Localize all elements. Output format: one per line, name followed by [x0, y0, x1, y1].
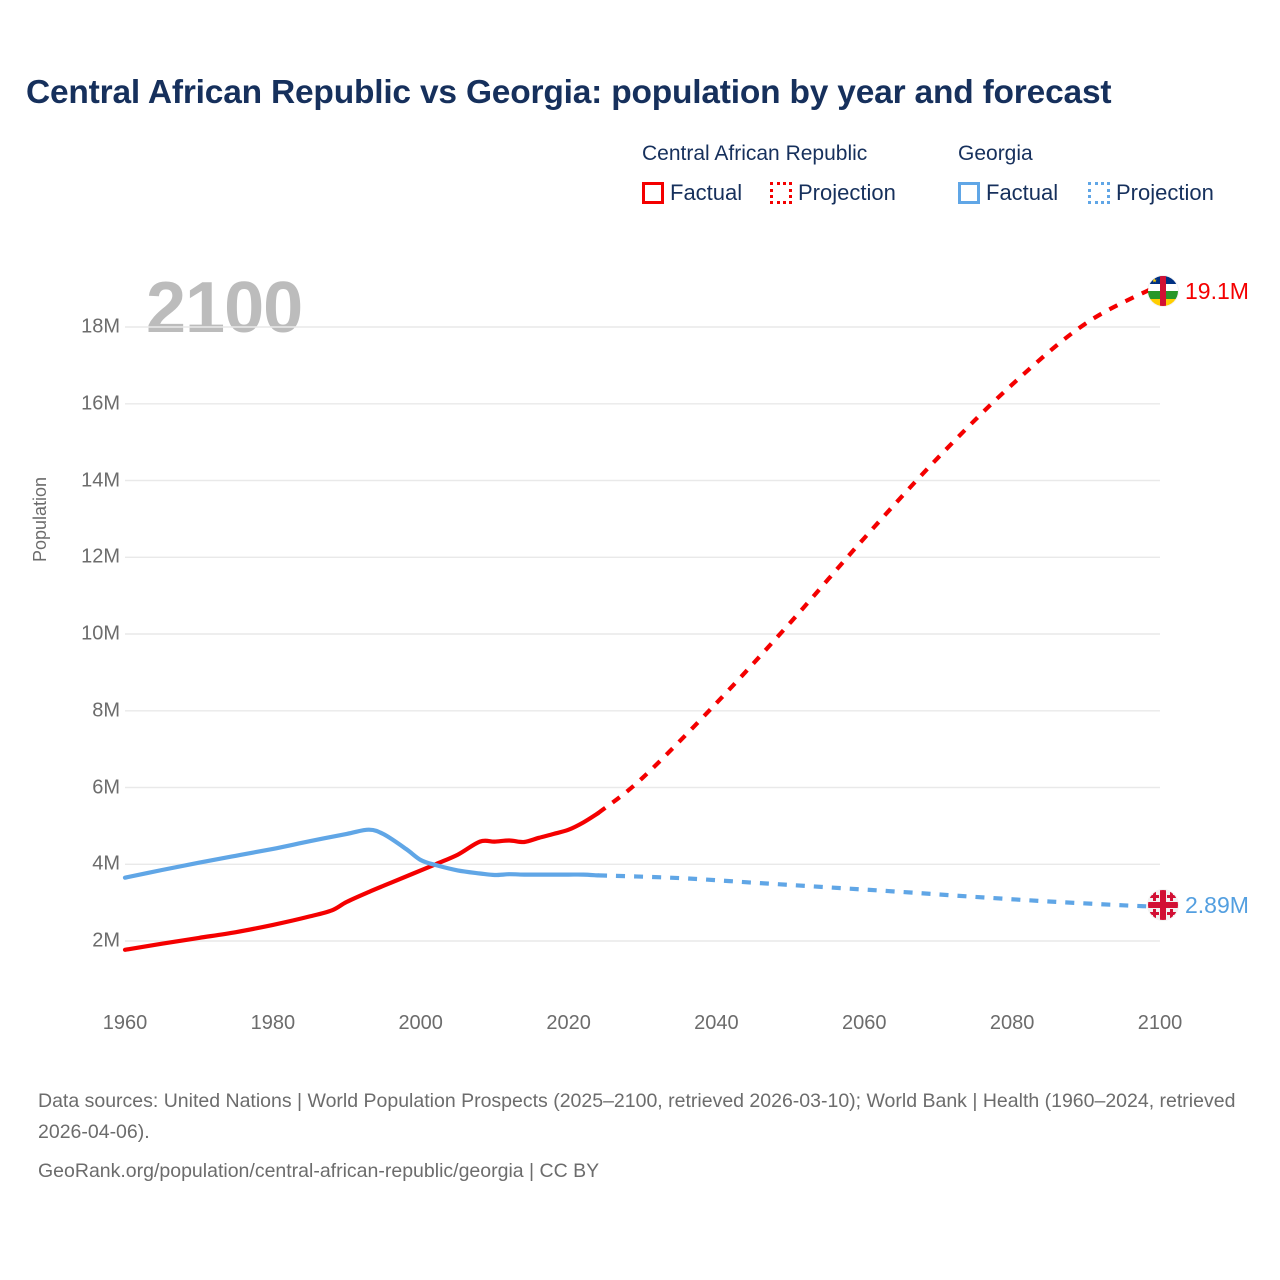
legend-group-georgia: Georgia: [958, 142, 1033, 165]
y-axis-tick-label: 16M: [81, 392, 120, 415]
x-axis-tick-label: 1960: [102, 1012, 148, 1034]
central-african-republic-flag-icon: [1148, 276, 1178, 306]
legend-item-car-factual[interactable]: Factual: [642, 180, 742, 206]
source-url-text: GeoRank.org/population/central-african-r…: [38, 1160, 600, 1182]
legend-swatch-dotted-blue-icon: [1088, 182, 1110, 204]
y-axis-tick-label: 18M: [81, 315, 120, 338]
y-axis-tick-label: 2M: [92, 929, 120, 952]
chart-legend: Central African Republic Georgia Factual…: [640, 142, 1250, 214]
y-axis-tick-label: 6M: [92, 776, 120, 798]
legend-item-car-projection[interactable]: Projection: [770, 180, 896, 206]
legend-swatch-solid-blue-icon: [958, 182, 980, 204]
y-axis-tick-label: 12M: [81, 545, 120, 568]
x-axis-tick-label: 2000: [398, 1012, 443, 1034]
x-axis-tick-label: 2100: [1137, 1012, 1183, 1034]
data-sources-text: Data sources: United Nations | World Pop…: [38, 1090, 1236, 1143]
x-axis-tick-label: 2020: [546, 1012, 591, 1034]
x-axis-tick-label: 1980: [250, 1012, 296, 1034]
y-axis-tick-label: 8M: [92, 699, 120, 722]
end-label-value: 2.89M: [1185, 891, 1249, 918]
year-watermark: 2100: [146, 268, 303, 348]
legend-swatch-solid-red-icon: [642, 182, 664, 204]
x-axis-tick-label: 2040: [694, 1012, 739, 1034]
legend-entries: Factual Projection Factual Projection: [640, 180, 1250, 214]
y-axis-tick-label: 4M: [92, 852, 120, 875]
legend-item-label: Factual: [670, 180, 743, 205]
legend-item-label: Factual: [986, 180, 1059, 205]
end-label-central-african-republic: 19.1M: [1148, 276, 1249, 306]
legend-group-headings: Central African Republic Georgia: [640, 142, 1250, 172]
end-label-value: 19.1M: [1185, 277, 1249, 304]
legend-item-georgia-factual[interactable]: Factual: [958, 180, 1058, 206]
end-label-georgia: 2.89M: [1148, 890, 1249, 920]
x-axis-tick-label: 2060: [842, 1012, 887, 1034]
chart-footer: Data sources: United Nations | World Pop…: [38, 1086, 1248, 1187]
y-axis-tick-labels: 2M 4M 6M 8M 10M 12M 14M 16M 18M: [48, 0, 120, 1000]
legend-item-label: Projection: [1116, 180, 1214, 205]
legend-item-label: Projection: [798, 180, 896, 205]
y-axis-tick-label: 10M: [81, 622, 120, 645]
page-title: Central African Republic vs Georgia: pop…: [26, 74, 1112, 111]
legend-item-georgia-projection[interactable]: Projection: [1088, 180, 1214, 206]
x-axis-tick-label: 2080: [989, 1012, 1035, 1034]
y-axis-tick-label: 14M: [81, 469, 120, 491]
georgia-flag-icon: [1148, 890, 1178, 920]
legend-swatch-dotted-red-icon: [770, 182, 792, 204]
legend-group-central-african-republic: Central African Republic: [642, 142, 868, 165]
